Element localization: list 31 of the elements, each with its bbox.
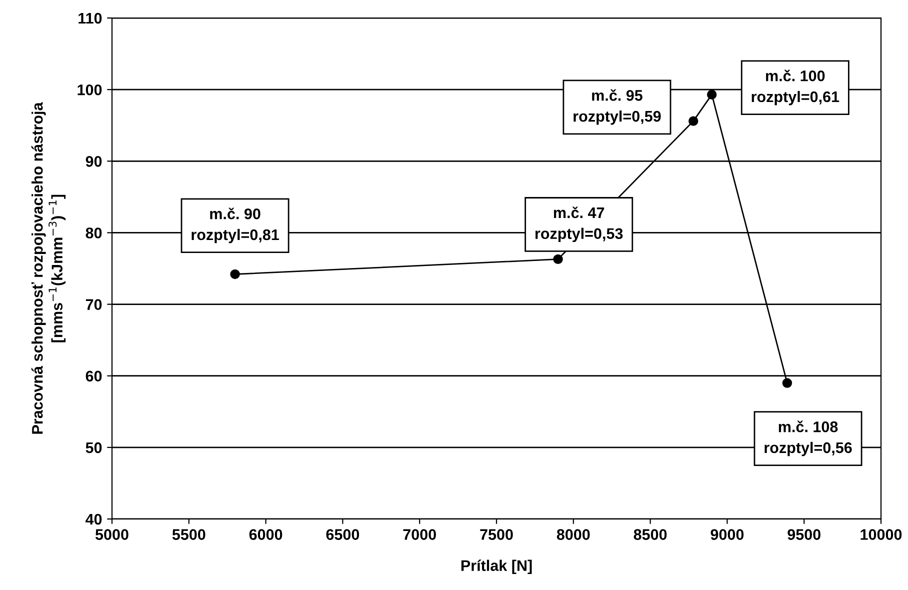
x-tick-label: 9000	[710, 529, 744, 540]
x-tick-label: 8000	[556, 529, 590, 540]
x-tick-label: 6000	[249, 529, 282, 540]
x-tick-label: 7000	[403, 529, 436, 540]
y-tick-label: 60	[86, 370, 102, 382]
x-tick-label: 8500	[634, 529, 667, 540]
y-axis-title: Pracovná schopnosť rozpojovacieho nástroja [mms$^{−1}$(kJmm$^{−3}$)$^{−1}$]	[31, 102, 66, 434]
y-tick-label: 80	[86, 228, 102, 238]
annotation: m.č. 47 rozptyl=0,53	[535, 206, 623, 242]
annotation: m.č. 108 rozptyl=0,56	[764, 420, 852, 456]
y-tick-label: 100	[78, 84, 102, 96]
x-tick-label: 10000	[860, 529, 902, 540]
y-tick-label: 90	[86, 156, 102, 167]
x-tick-label: 6500	[326, 529, 360, 540]
x-tick-label: 9500	[788, 529, 820, 540]
x-axis-title: Prítlak [N]	[461, 560, 532, 574]
annotation: m.č. 95 rozptyl=0,59	[574, 89, 661, 125]
x-tick-label: 5500	[172, 529, 206, 540]
y-tick-label: 110	[78, 12, 102, 24]
point	[782, 378, 792, 388]
point	[688, 116, 698, 126]
x-tick-label: 7500	[480, 529, 513, 540]
point	[230, 269, 240, 280]
point	[553, 254, 563, 264]
point	[706, 90, 717, 100]
x-tick-label: 5000	[95, 529, 128, 540]
y-tick-label: 50	[86, 442, 102, 454]
y-tick-label: 40	[86, 514, 102, 525]
annotation: m.č. 100 rozptyl=0,61	[752, 70, 840, 106]
y-tick-label: 70	[86, 299, 102, 310]
annotation: m.č. 90 rozptyl=0,81	[192, 208, 279, 244]
